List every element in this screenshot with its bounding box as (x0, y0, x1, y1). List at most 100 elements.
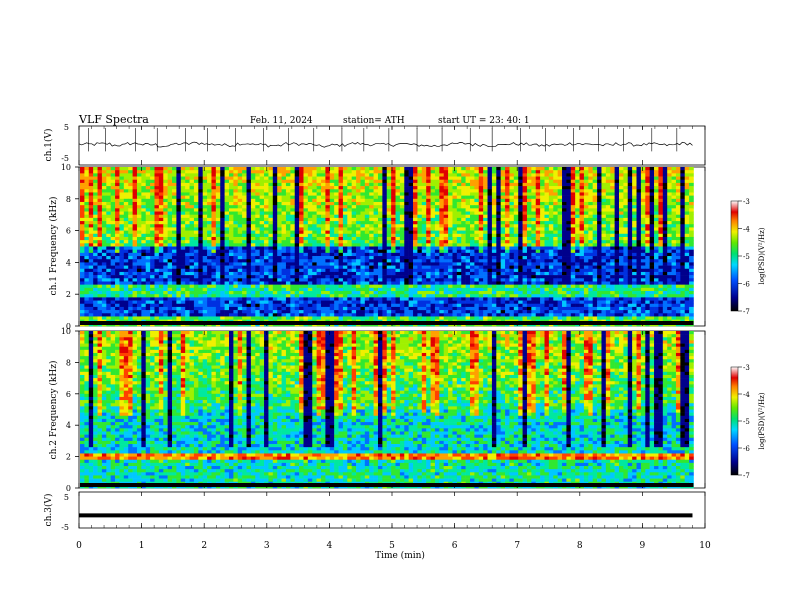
spectrogram-cell (299, 243, 304, 247)
spectrogram-cell (264, 205, 269, 209)
spectrogram-cell (369, 246, 374, 250)
spectrogram-cell (618, 227, 624, 231)
spectrogram-cell (557, 249, 563, 254)
spectrogram-cell (391, 230, 396, 235)
spectrogram-cell (185, 186, 190, 190)
spectrogram-cell (224, 173, 230, 177)
spectrogram-cell (211, 246, 217, 250)
spectrogram-cell (526, 211, 532, 215)
spectrogram-cell (456, 227, 462, 231)
spectrogram-cell (443, 262, 449, 266)
spectrogram-cell (176, 192, 182, 196)
spectrogram-cell (627, 224, 633, 228)
spectrogram-cell (312, 224, 317, 228)
spectrogram-cell (369, 205, 374, 209)
spectrogram-cell (316, 221, 322, 225)
spectrogram-cell (421, 268, 427, 273)
spectrogram-cell (601, 236, 607, 241)
spectrogram-cell (654, 186, 659, 190)
spectrogram-cell (408, 221, 414, 225)
spectrogram-cell (123, 275, 129, 279)
spectrogram-cell (176, 221, 182, 225)
spectrogram-cell (364, 170, 370, 174)
spectrogram-cell (369, 170, 374, 174)
spectrogram-cell (395, 186, 401, 190)
spectrogram-cell (491, 249, 497, 254)
spectrogram-cell (474, 275, 480, 279)
spectrogram-cell (242, 205, 247, 209)
spectrogram-cell (579, 208, 585, 212)
spectrogram-cell (176, 275, 182, 279)
spectrogram-cell (627, 230, 633, 235)
spectrogram-cell (417, 217, 423, 222)
spectrogram-cell (487, 214, 493, 219)
spectrogram-cell (84, 208, 90, 212)
spectrogram-cell (448, 176, 453, 181)
spectrogram-cell (185, 182, 190, 187)
spectrogram-cell (601, 192, 607, 196)
spectrogram-cell (448, 252, 453, 257)
spectrogram-cell (579, 259, 585, 263)
spectrogram-cell (224, 214, 230, 219)
spectrogram-cell (101, 192, 107, 196)
spectrogram-cell (268, 265, 274, 270)
spectrogram-cell (167, 262, 173, 266)
spectrogram-cell (123, 211, 129, 215)
spectrogram-cell (250, 275, 256, 279)
spectrogram-cell (636, 205, 642, 209)
spectrogram-cell (277, 176, 282, 181)
spectrogram-cell (579, 186, 585, 190)
spectrogram-cell (80, 198, 85, 203)
spectrogram-cell (294, 205, 300, 209)
spectrogram-cell (347, 259, 352, 263)
spectrogram-cell (535, 271, 541, 276)
spectrogram-cell (531, 256, 537, 260)
spectrogram-cell (128, 179, 133, 184)
spectrogram-cell (430, 236, 436, 241)
spectrogram-cell (645, 173, 650, 177)
spectrogram-cell (128, 275, 133, 279)
spectrogram-cell (150, 201, 155, 206)
spectrogram-cell (207, 176, 212, 181)
spectrogram-cell (167, 275, 173, 279)
spectrogram-cell (408, 214, 414, 219)
spectrogram-cell (119, 176, 125, 181)
spectrogram-cell (80, 221, 85, 225)
spectrogram-cell (233, 186, 239, 190)
spectrogram-cell (101, 246, 107, 250)
spectrogram-cell (614, 227, 620, 231)
spectrogram-cell (421, 214, 427, 219)
spectrogram-cell (224, 176, 230, 181)
spectrogram-cell (347, 217, 352, 222)
spectrogram-cell (281, 179, 287, 184)
spectrogram-cell (487, 201, 493, 206)
spectrogram-cell (136, 176, 142, 181)
spectrogram-cell (154, 240, 160, 244)
spectrogram-cell (356, 227, 361, 231)
spectrogram-cell (119, 221, 125, 225)
spectrogram-cell (689, 170, 694, 174)
spectrogram-cell (250, 221, 256, 225)
spectrogram-cell (176, 262, 182, 266)
spectrogram-cell (439, 233, 444, 238)
spectrogram-cell (285, 192, 291, 196)
spectrogram-cell (303, 170, 309, 174)
spectrogram-cell (347, 265, 352, 270)
spectrogram-cell (93, 195, 98, 200)
spectrogram-cell (334, 201, 339, 206)
spectrogram-cell (198, 195, 203, 200)
spectrogram-cell (610, 179, 615, 184)
spectrogram-cell (583, 262, 589, 266)
spectrogram-cell (198, 192, 203, 196)
spectrogram-cell (97, 179, 103, 184)
spectrogram-cell (640, 179, 646, 184)
spectrogram-cell (544, 275, 550, 279)
spectrogram-cell (224, 170, 230, 174)
spectrogram-cell (233, 198, 239, 203)
spectrogram-cell (154, 271, 160, 276)
spectrogram-cell (285, 243, 291, 247)
spectrogram-cell (158, 198, 164, 203)
spectrogram-cell (158, 186, 164, 190)
spectrogram-cell (614, 233, 620, 238)
spectrogram-cell (526, 249, 532, 254)
